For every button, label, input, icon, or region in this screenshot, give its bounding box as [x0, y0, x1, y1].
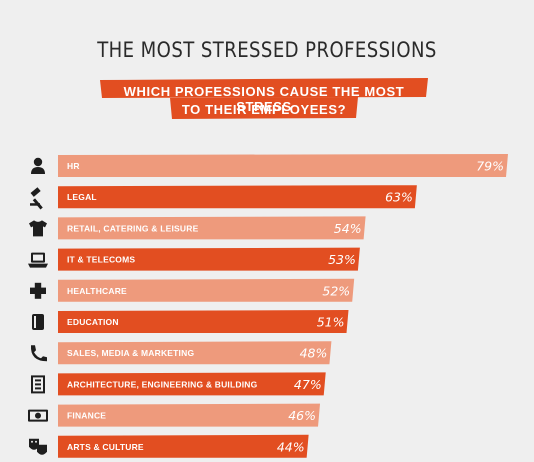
- subtitle-line-1: WHICH PROFESSIONS CAUSE THE MOST STRESS: [123, 84, 405, 114]
- phone-icon: [30, 345, 47, 362]
- bar-value-label: 63%: [385, 190, 413, 205]
- bar: [58, 216, 366, 240]
- bar-value-label: 54%: [334, 221, 362, 236]
- building-icon: [31, 375, 45, 394]
- bar-category-label: FINANCE: [67, 411, 106, 421]
- bar-category-label: SALES, MEDIA & MARKETING: [67, 348, 194, 358]
- tshirt-icon: [29, 220, 47, 237]
- bar: [58, 185, 417, 209]
- bar-category-label: LEGAL: [67, 192, 97, 202]
- bar-category-label: HEALTHCARE: [67, 286, 127, 296]
- bar-value-label: 52%: [322, 283, 350, 298]
- gavel-icon: [30, 187, 43, 210]
- bar-value-label: 79%: [476, 159, 504, 174]
- bar: [58, 372, 326, 396]
- book-icon: [32, 314, 44, 330]
- bar: [58, 154, 508, 177]
- bar-category-label: IT & TELECOMS: [67, 255, 135, 265]
- bar-category-label: HR: [67, 161, 80, 171]
- bar-value-label: 47%: [294, 377, 322, 392]
- bar-category-label: ARCHITECTURE, ENGINEERING & BUILDING: [67, 379, 258, 389]
- bar: [58, 403, 321, 427]
- bar: [58, 247, 360, 271]
- subtitle-line-2: TO THEIR EMPLOYEES?: [181, 102, 347, 117]
- subtitle-banner: WHICH PROFESSIONS CAUSE THE MOST STRESS …: [96, 76, 432, 122]
- bar-value-label: 46%: [288, 408, 316, 423]
- bar: [58, 310, 349, 333]
- theatre-masks-icon: [29, 438, 47, 455]
- banknote-icon: [28, 409, 48, 422]
- bar-category-label: ARTS & CULTURE: [67, 442, 144, 452]
- laptop-icon: [28, 252, 48, 268]
- bar-value-label: 51%: [317, 315, 345, 330]
- banner-shape: [100, 78, 428, 119]
- bar-value-label: 53%: [328, 252, 356, 267]
- bar-value-label: 48%: [300, 346, 328, 361]
- medical-cross-icon: [30, 282, 46, 299]
- bar: [58, 341, 332, 365]
- bar-category-label: RETAIL, CATERING & LEISURE: [67, 223, 199, 233]
- bar-value-label: 44%: [277, 439, 305, 454]
- bar-category-label: EDUCATION: [67, 317, 119, 327]
- person-icon: [31, 157, 45, 174]
- bar: [58, 434, 309, 458]
- bar: [58, 278, 355, 302]
- chart-title: THE MOST STRESSED PROFESSIONS: [97, 38, 437, 62]
